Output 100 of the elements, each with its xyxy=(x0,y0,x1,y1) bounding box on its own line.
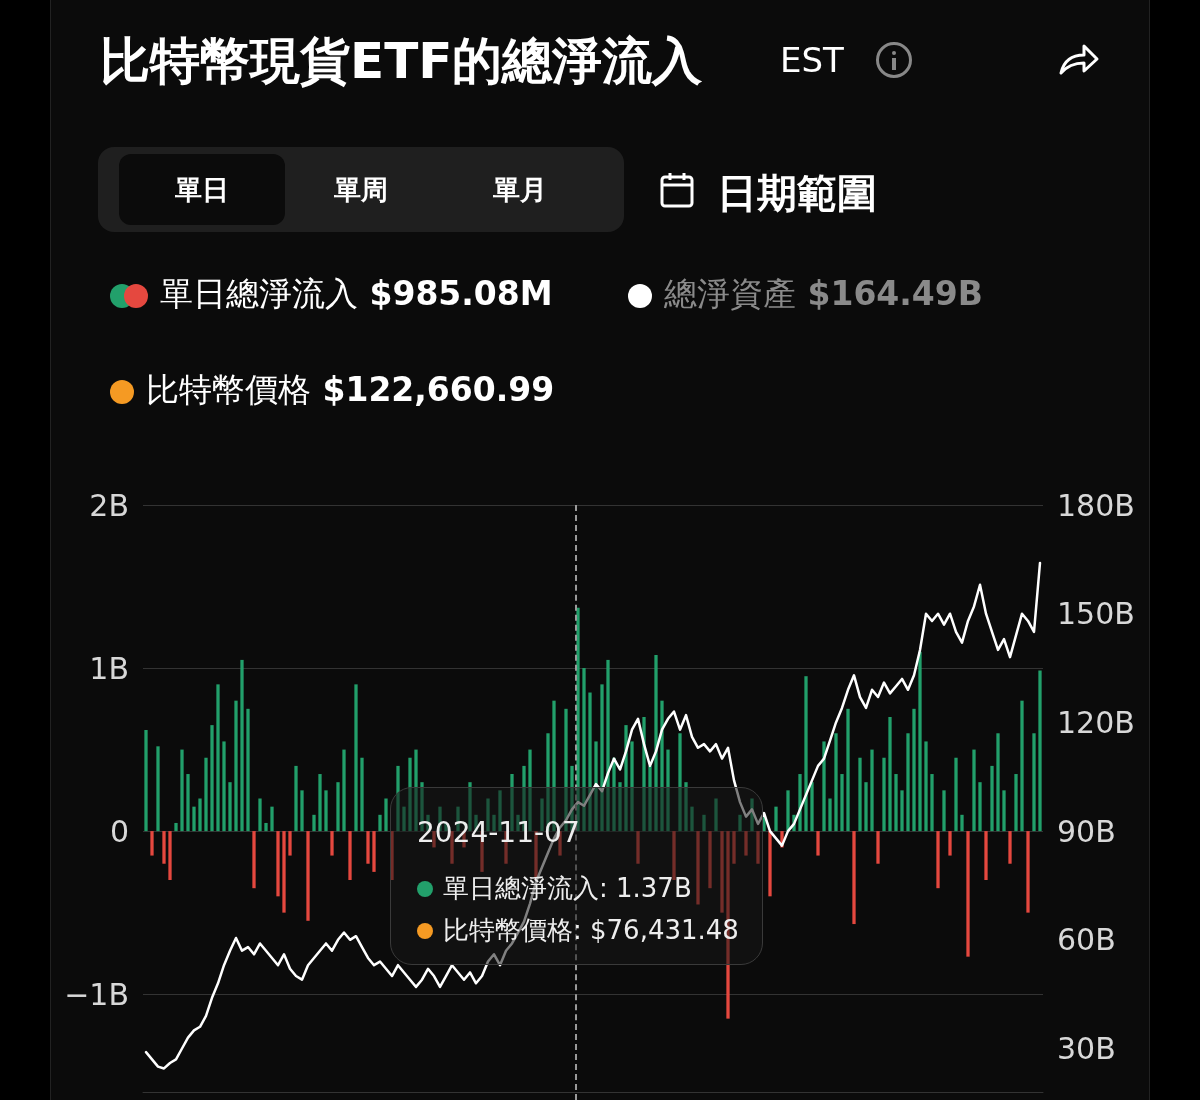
bar xyxy=(978,782,982,832)
y2-tick-label: 150B xyxy=(1057,596,1135,632)
bar xyxy=(828,798,832,832)
bar xyxy=(174,822,178,832)
bar xyxy=(588,692,592,832)
bar xyxy=(930,774,934,832)
bar xyxy=(648,765,652,832)
bar xyxy=(240,659,244,832)
bar xyxy=(768,831,772,897)
annotation: 2024-11-07 xyxy=(417,816,580,849)
bar xyxy=(192,806,196,832)
bar xyxy=(318,774,322,832)
annotation: 比特幣價格: $76,431.48 xyxy=(443,915,739,945)
bar xyxy=(960,814,964,832)
bar xyxy=(390,831,394,881)
bar xyxy=(966,831,970,957)
bar xyxy=(936,831,940,889)
bar xyxy=(222,741,226,832)
bar xyxy=(708,831,712,889)
bar xyxy=(198,798,202,832)
bar xyxy=(162,831,166,864)
text: 單周 xyxy=(333,173,389,207)
bar xyxy=(180,749,184,832)
bar xyxy=(948,831,952,856)
bar xyxy=(690,806,694,832)
bar xyxy=(228,782,232,832)
bar xyxy=(774,806,778,832)
bar xyxy=(864,782,868,832)
bar xyxy=(816,831,820,856)
legend-label: 單日總淨流入 xyxy=(160,274,358,313)
bar xyxy=(594,741,598,832)
bar xyxy=(384,798,388,832)
bar xyxy=(636,831,640,864)
bar xyxy=(804,676,808,832)
y2-tick-label: 60B xyxy=(1057,922,1116,958)
bar xyxy=(972,749,976,832)
bar xyxy=(684,782,688,832)
bar xyxy=(282,831,286,913)
bar xyxy=(888,716,892,832)
bar xyxy=(168,831,172,881)
bar xyxy=(612,757,616,832)
bar xyxy=(918,651,922,832)
annotation: 單日總淨流入: 1.37B xyxy=(443,873,692,903)
bar xyxy=(756,831,760,864)
bar xyxy=(786,790,790,832)
bar xyxy=(1014,774,1018,832)
bar xyxy=(942,790,946,832)
bar xyxy=(678,733,682,832)
text: 日期範圍 xyxy=(717,169,877,218)
bar xyxy=(738,814,742,832)
bar xyxy=(912,708,916,832)
bar xyxy=(1038,670,1042,832)
bar xyxy=(858,757,862,832)
bar xyxy=(720,831,724,913)
bar xyxy=(654,655,658,832)
bar xyxy=(324,790,328,832)
bar xyxy=(1026,831,1030,913)
bar xyxy=(156,746,160,832)
bar xyxy=(996,733,1000,832)
bar xyxy=(330,831,334,856)
bar xyxy=(624,725,628,832)
bar xyxy=(732,831,736,864)
bar xyxy=(270,806,274,832)
bar xyxy=(822,741,826,832)
bar xyxy=(378,814,382,832)
bar xyxy=(600,684,604,832)
bar xyxy=(252,831,256,889)
bar xyxy=(882,757,886,832)
y-tick-label: 1B xyxy=(89,650,129,686)
bar xyxy=(150,831,154,856)
bar xyxy=(300,790,304,832)
bar xyxy=(1008,831,1012,864)
bar xyxy=(840,774,844,832)
bar xyxy=(396,765,400,832)
bar xyxy=(810,782,814,832)
bar xyxy=(834,733,838,832)
bar xyxy=(360,757,364,832)
bar xyxy=(408,757,412,832)
bar xyxy=(954,757,958,832)
bar xyxy=(852,831,856,925)
bar xyxy=(642,716,646,832)
y2-tick-label: 120B xyxy=(1057,704,1135,740)
chart-title: 比特幣現貨ETF的總淨流入 xyxy=(100,31,703,92)
bar xyxy=(312,814,316,832)
text: $985.08M xyxy=(368,274,553,313)
bar xyxy=(618,782,622,832)
bar xyxy=(294,765,298,832)
bar xyxy=(660,700,664,832)
bar xyxy=(606,659,610,832)
text: 單月 xyxy=(492,173,548,207)
bar xyxy=(366,831,370,864)
bar xyxy=(186,774,190,832)
bar xyxy=(246,708,250,832)
bar xyxy=(342,749,346,832)
line-series xyxy=(144,561,1042,1070)
bar xyxy=(402,806,406,832)
legend-label: 總淨資產 xyxy=(664,274,796,313)
bar xyxy=(702,814,706,832)
bar xyxy=(630,741,634,832)
bar xyxy=(414,749,418,832)
